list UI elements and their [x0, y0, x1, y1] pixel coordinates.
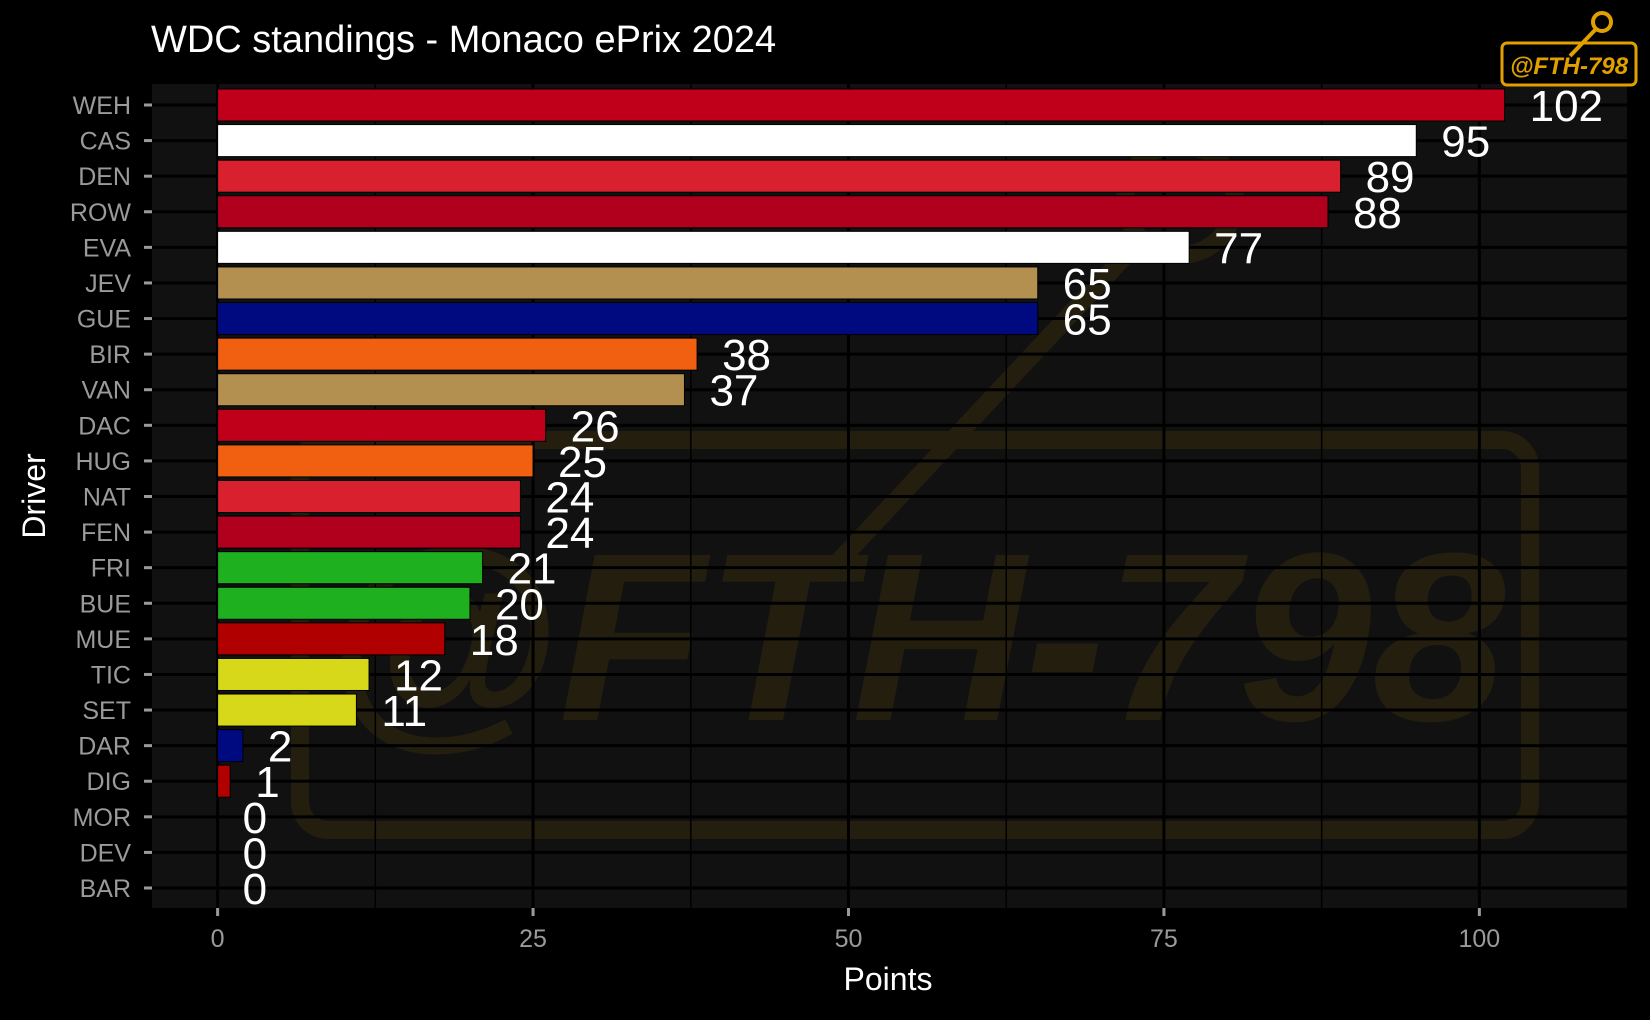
y-tick-label-bir: BIR — [89, 341, 131, 369]
y-tick-label-mue: MUE — [75, 626, 131, 654]
bar-fri — [217, 551, 484, 585]
value-label-den: 89 — [1366, 153, 1415, 202]
y-tick-label-dev: DEV — [80, 839, 132, 867]
bar-bir — [217, 337, 698, 371]
value-label-gue: 65 — [1063, 296, 1112, 345]
value-label-dev: 0 — [243, 829, 267, 878]
y-tick-label-eva: EVA — [83, 234, 131, 262]
value-label-set: 11 — [381, 687, 427, 736]
y-tick-label-fri: FRI — [91, 555, 131, 583]
x-tick-label-50: 50 — [835, 925, 863, 953]
value-label-dar: 2 — [268, 723, 292, 772]
y-tick-label-dar: DAR — [78, 733, 131, 761]
bar-mue — [217, 622, 446, 656]
value-label-row: 88 — [1353, 189, 1402, 238]
bar-fen — [217, 515, 521, 549]
y-tick-label-tic: TIC — [91, 661, 131, 689]
logo-frame — [1500, 41, 1638, 87]
value-label-dac: 26 — [571, 402, 620, 451]
x-axis: 0 25 50 75 100 — [211, 908, 1501, 953]
bar-cas — [217, 124, 1417, 158]
y-tick-label-hug: HUG — [75, 448, 131, 476]
value-label-fri: 21 — [508, 545, 557, 594]
value-label-van: 37 — [709, 367, 758, 416]
y-tick-label-fen: FEN — [81, 519, 131, 547]
x-axis-title: Points — [844, 961, 933, 997]
bar-eva — [217, 230, 1190, 264]
value-label-nat: 24 — [545, 474, 594, 523]
x-tick-label-75: 75 — [1150, 925, 1178, 953]
bar-van — [217, 373, 685, 407]
value-label-mue: 18 — [470, 616, 519, 665]
y-tick-label-weh: WEH — [73, 92, 131, 120]
value-label-bir: 38 — [722, 331, 771, 380]
logo-text: @FTH-798 — [1510, 53, 1629, 80]
y-tick-label-dig: DIG — [87, 768, 131, 796]
bar-row — [217, 195, 1329, 229]
value-label-eva: 77 — [1214, 224, 1263, 273]
bar-dar — [217, 729, 244, 763]
bar-hug — [217, 444, 534, 478]
y-tick-label-bue: BUE — [80, 590, 131, 618]
brand-logo: @FTH-798 — [1500, 11, 1638, 87]
bar-bue — [217, 586, 471, 620]
value-label-tic: 12 — [394, 651, 443, 700]
bars — [217, 88, 1506, 798]
bar-tic — [217, 657, 370, 691]
y-tick-label-cas: CAS — [80, 128, 131, 156]
bar-dig — [217, 764, 231, 798]
y-tick-label-row: ROW — [70, 199, 132, 227]
value-label-fen: 24 — [545, 509, 594, 558]
y-tick-label-bar: BAR — [80, 875, 131, 903]
y-tick-label-dac: DAC — [78, 412, 131, 440]
chart-title: WDC standings - Monaco ePrix 2024 — [151, 19, 776, 61]
bar-weh — [217, 88, 1506, 122]
bar-gue — [217, 302, 1039, 336]
bar-jev — [217, 266, 1039, 300]
x-tick-label-100: 100 — [1459, 925, 1501, 953]
logo-key-icon — [1591, 11, 1613, 33]
logo-key-shaft — [1568, 27, 1598, 58]
x-tick-label-0: 0 — [211, 925, 225, 953]
value-label-dig: 1 — [255, 758, 279, 807]
y-axis: WEH CAS DEN ROW EVA JEV GUE BIR VAN DAC HUG NAT FEN F… — [70, 92, 152, 903]
bar-den — [217, 159, 1342, 193]
y-axis-title: Driver — [16, 453, 52, 539]
value-label-bue: 20 — [495, 580, 544, 629]
y-tick-label-jev: JEV — [85, 270, 131, 298]
y-tick-label-set: SET — [82, 697, 131, 725]
y-tick-label-gue: GUE — [77, 306, 131, 334]
watermark: @FTH-798 — [291, 136, 1539, 839]
x-tick-label-25: 25 — [519, 925, 547, 953]
watermark-text: @FTH-798 — [325, 503, 1506, 771]
bar-dac — [217, 408, 547, 442]
y-tick-label-den: DEN — [78, 163, 131, 191]
bar-nat — [217, 479, 521, 514]
value-label-mor: 0 — [243, 794, 267, 843]
y-tick-label-van: VAN — [81, 377, 131, 405]
y-tick-label-mor: MOR — [73, 804, 131, 832]
value-label-jev: 65 — [1063, 260, 1112, 309]
value-labels: 1029589887765653837262524242120181211210… — [243, 82, 1603, 914]
value-label-cas: 95 — [1441, 118, 1490, 167]
bar-set — [217, 693, 357, 727]
value-label-hug: 25 — [558, 438, 607, 487]
value-label-bar: 0 — [243, 865, 267, 914]
value-label-weh: 102 — [1530, 82, 1603, 131]
y-tick-label-nat: NAT — [83, 484, 131, 512]
